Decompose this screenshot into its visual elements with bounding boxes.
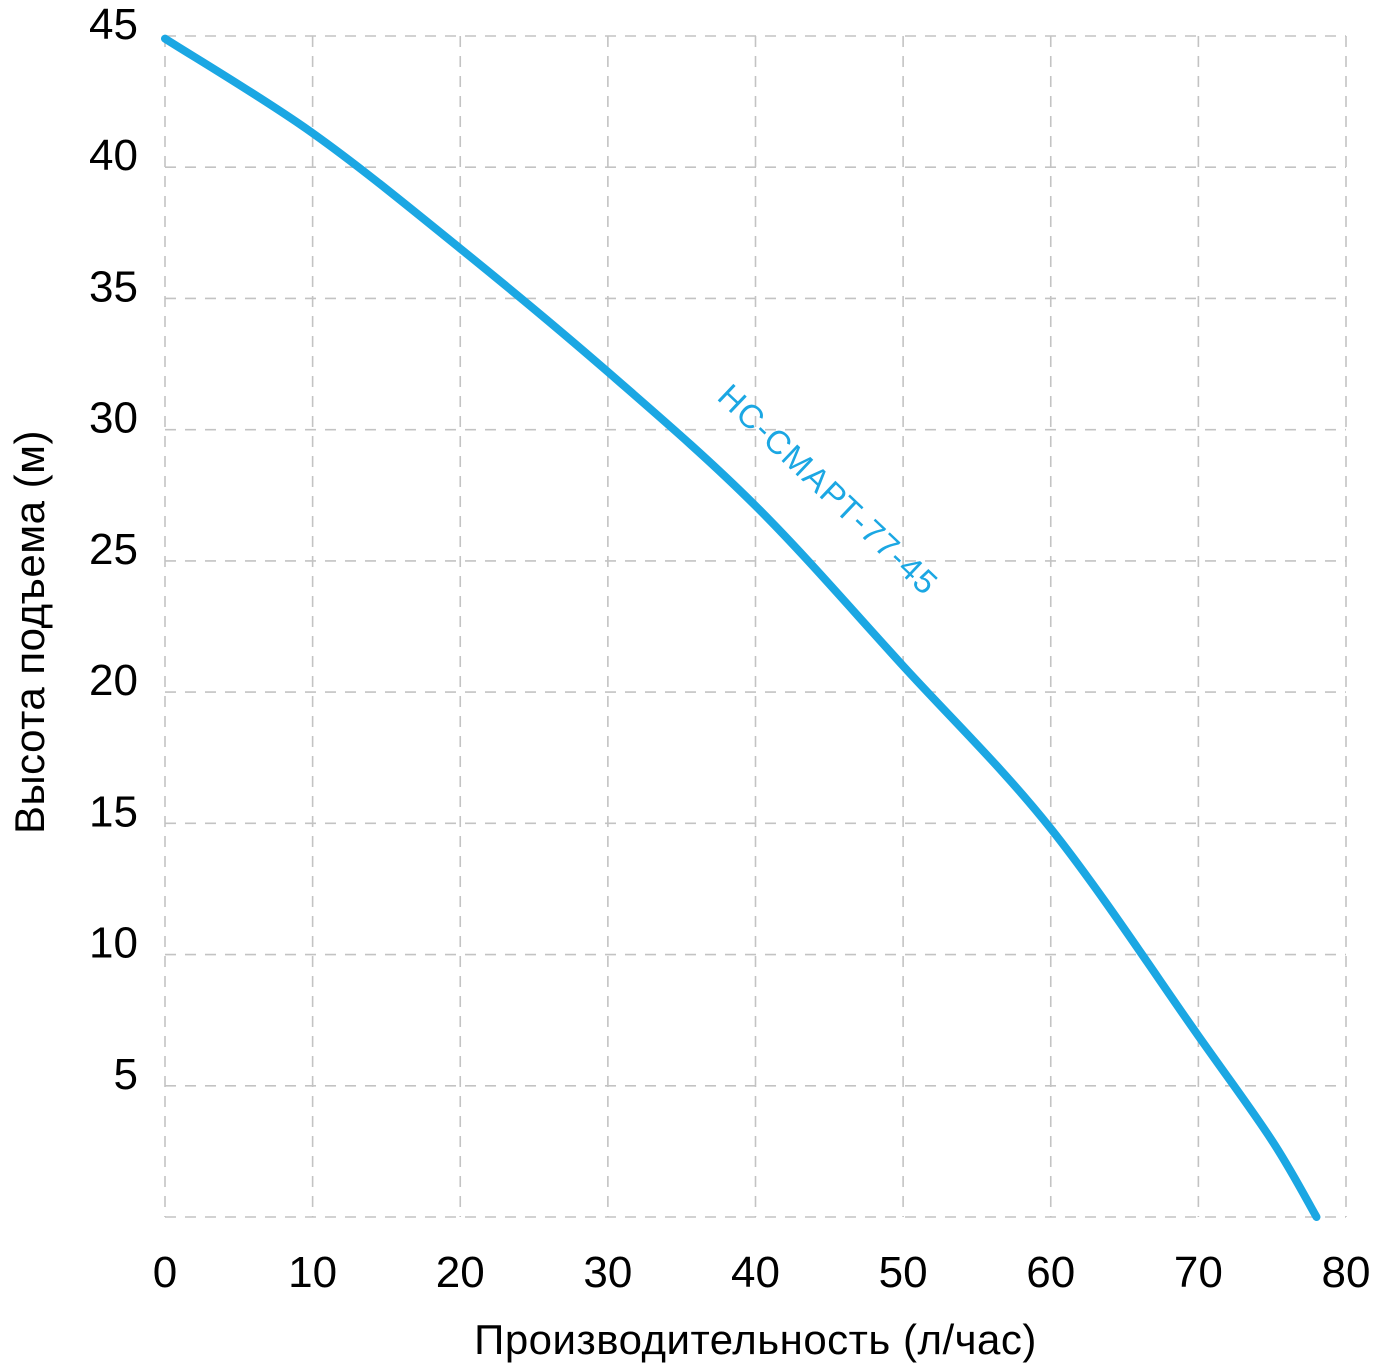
- y-tick-label: 5: [114, 1050, 138, 1099]
- y-tick-label: 35: [89, 262, 138, 311]
- series-label: НС-СМАРТ-77-45: [711, 377, 946, 603]
- y-tick-label: 45: [89, 0, 138, 49]
- y-tick-label: 20: [89, 656, 138, 705]
- y-tick-labels: 5 10 15 20 25 30 35 40 45: [89, 0, 138, 1099]
- x-tick-label: 30: [583, 1248, 632, 1297]
- x-tick-label: 60: [1026, 1248, 1075, 1297]
- x-tick-label: 50: [879, 1248, 928, 1297]
- x-tick-label: 80: [1322, 1248, 1371, 1297]
- y-tick-label: 15: [89, 787, 138, 836]
- x-tick-label: 10: [288, 1248, 337, 1297]
- pump-curve: [161, 34, 1321, 1221]
- y-axis-title: Высота подъема (м): [6, 429, 53, 835]
- y-tick-label: 40: [89, 131, 138, 180]
- x-tick-label: 20: [436, 1248, 485, 1297]
- x-tick-label: 40: [731, 1248, 780, 1297]
- x-tick-labels: 0 10 20 30 40 50 60 70 80: [153, 1248, 1371, 1297]
- y-tick-label: 10: [89, 919, 138, 968]
- y-tick-label: 25: [89, 525, 138, 574]
- y-tick-label: 30: [89, 394, 138, 443]
- x-axis-title: Производительность (л/час): [474, 1316, 1037, 1363]
- gridlines: [164, 35, 1347, 1218]
- x-tick-label: 0: [153, 1248, 177, 1297]
- x-tick-label: 70: [1174, 1248, 1223, 1297]
